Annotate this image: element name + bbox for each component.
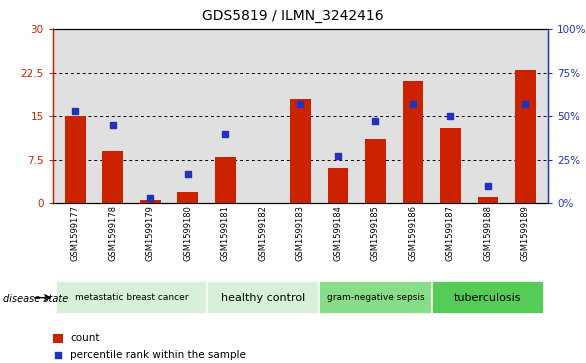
Bar	[178, 192, 198, 203]
Bar	[140, 200, 161, 203]
Text: metastatic breast cancer: metastatic breast cancer	[75, 293, 188, 302]
Text: tuberculosis: tuberculosis	[454, 293, 522, 303]
Text: percentile rank within the sample: percentile rank within the sample	[70, 350, 246, 360]
FancyBboxPatch shape	[56, 281, 206, 314]
FancyBboxPatch shape	[432, 281, 544, 314]
Point	[53, 352, 63, 358]
Bar	[515, 70, 536, 203]
Point	[145, 195, 155, 201]
Text: gram-negative sepsis: gram-negative sepsis	[326, 293, 424, 302]
Bar	[103, 151, 123, 203]
FancyBboxPatch shape	[206, 281, 319, 314]
Bar	[328, 168, 348, 203]
Point	[408, 101, 418, 107]
Point	[70, 108, 80, 114]
Bar	[365, 139, 386, 203]
Point	[220, 131, 230, 136]
Bar	[403, 81, 423, 203]
FancyBboxPatch shape	[319, 281, 432, 314]
Point	[295, 101, 305, 107]
Text: count: count	[70, 334, 100, 343]
Point	[371, 118, 380, 124]
Text: disease state: disease state	[3, 294, 68, 305]
Point	[183, 171, 192, 176]
Point	[483, 183, 493, 189]
Bar	[478, 197, 498, 203]
Bar	[440, 128, 461, 203]
Text: healthy control: healthy control	[221, 293, 305, 303]
Bar	[290, 99, 311, 203]
Bar	[215, 157, 236, 203]
Point	[521, 101, 530, 107]
Bar	[65, 116, 86, 203]
Bar	[53, 334, 63, 343]
Text: GDS5819 / ILMN_3242416: GDS5819 / ILMN_3242416	[202, 9, 384, 23]
Point	[108, 122, 117, 128]
Point	[333, 153, 343, 159]
Point	[446, 113, 455, 119]
